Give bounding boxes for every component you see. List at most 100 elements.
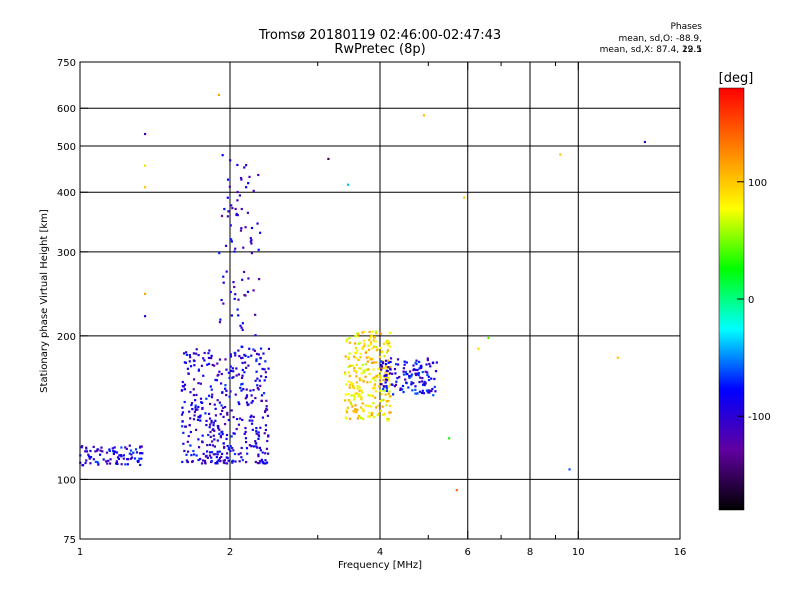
data-point xyxy=(391,372,394,375)
data-point xyxy=(265,399,268,402)
data-point xyxy=(346,338,349,341)
data-point xyxy=(209,423,212,426)
data-point xyxy=(244,430,247,434)
data-point xyxy=(219,382,223,385)
data-point xyxy=(372,339,375,342)
data-point xyxy=(360,372,363,375)
data-point xyxy=(394,383,398,386)
data-point xyxy=(192,352,195,355)
data-point xyxy=(213,429,216,432)
data-point xyxy=(261,451,264,454)
data-point xyxy=(210,356,213,360)
data-point xyxy=(197,446,201,449)
data-point xyxy=(380,392,383,396)
data-point xyxy=(361,363,364,367)
data-point xyxy=(351,364,355,367)
data-point xyxy=(367,356,370,359)
data-point xyxy=(187,372,190,375)
data-point xyxy=(422,392,426,395)
data-point xyxy=(122,454,125,457)
data-point xyxy=(348,374,351,378)
data-point xyxy=(435,361,438,364)
data-point xyxy=(220,455,223,458)
data-point xyxy=(232,449,235,452)
data-point xyxy=(420,391,424,395)
data-point xyxy=(373,384,376,387)
data-point xyxy=(133,457,137,460)
data-point xyxy=(426,357,429,360)
data-point xyxy=(139,463,142,467)
data-point xyxy=(209,385,212,388)
data-point xyxy=(402,373,406,376)
data-point xyxy=(219,318,222,321)
data-point xyxy=(379,346,382,349)
data-point xyxy=(385,386,388,390)
data-point xyxy=(420,380,424,383)
data-point xyxy=(260,394,264,397)
data-point xyxy=(187,435,190,438)
data-point xyxy=(241,458,244,462)
data-point xyxy=(373,383,377,386)
data-point xyxy=(233,452,237,456)
data-point xyxy=(217,373,220,376)
data-point xyxy=(107,459,110,462)
data-point xyxy=(236,308,239,311)
data-point xyxy=(218,370,221,373)
data-point xyxy=(361,391,364,394)
data-point xyxy=(182,431,185,434)
data-point xyxy=(424,382,427,385)
data-point xyxy=(108,449,111,453)
data-point xyxy=(262,462,265,465)
data-point xyxy=(143,132,147,136)
data-point xyxy=(265,461,269,464)
data-point xyxy=(181,411,185,414)
data-point xyxy=(239,417,242,420)
data-point xyxy=(384,381,387,384)
data-point xyxy=(358,389,361,392)
data-point xyxy=(344,355,347,358)
data-point xyxy=(350,394,353,397)
data-point xyxy=(354,351,358,355)
data-point xyxy=(245,186,248,189)
data-point xyxy=(181,460,184,464)
data-point xyxy=(225,437,228,441)
data-point xyxy=(384,393,387,396)
data-point xyxy=(129,449,133,452)
data-point xyxy=(216,362,219,365)
data-point xyxy=(390,383,393,386)
data-point xyxy=(189,417,192,420)
data-point xyxy=(355,375,358,378)
data-point xyxy=(256,461,259,465)
data-point xyxy=(216,453,219,456)
data-point xyxy=(357,414,360,418)
data-point xyxy=(206,456,209,459)
data-point xyxy=(218,252,221,255)
data-point xyxy=(394,363,398,366)
data-point xyxy=(182,352,186,355)
data-point xyxy=(243,371,246,374)
data-point xyxy=(371,377,374,380)
data-point xyxy=(214,407,217,410)
data-point xyxy=(218,401,221,404)
data-point xyxy=(242,388,245,391)
data-point xyxy=(371,394,374,397)
data-point xyxy=(378,380,382,384)
data-point xyxy=(85,459,88,462)
data-point xyxy=(383,366,386,370)
data-point xyxy=(238,194,242,197)
data-point xyxy=(89,462,92,465)
data-point xyxy=(366,368,369,371)
data-point xyxy=(360,395,363,398)
y-tick-label: 300 xyxy=(57,248,76,259)
data-point xyxy=(235,367,238,370)
data-point xyxy=(347,371,351,374)
data-point xyxy=(237,401,240,404)
data-point xyxy=(347,393,350,396)
data-point xyxy=(349,364,352,367)
data-point xyxy=(252,189,255,192)
data-point xyxy=(388,411,391,414)
data-point xyxy=(264,371,267,374)
data-point xyxy=(426,391,430,394)
data-point xyxy=(240,345,243,348)
data-point xyxy=(344,383,348,386)
